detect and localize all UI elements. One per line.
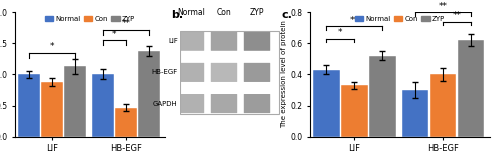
Y-axis label: The expression level of protein: The expression level of protein — [282, 21, 288, 128]
FancyBboxPatch shape — [178, 94, 204, 113]
Text: *: * — [338, 28, 342, 37]
Text: HB-EGF: HB-EGF — [152, 69, 178, 75]
Text: LIF: LIF — [168, 38, 178, 44]
Text: **: ** — [122, 19, 130, 28]
Legend: Normal, Con, ZYP: Normal, Con, ZYP — [352, 13, 448, 25]
FancyBboxPatch shape — [244, 32, 270, 51]
Bar — [458, 40, 484, 137]
Text: **: ** — [350, 16, 359, 25]
Legend: Normal, Con, ZYP: Normal, Con, ZYP — [42, 13, 138, 25]
Bar — [92, 74, 114, 137]
Text: b.: b. — [171, 10, 183, 20]
Bar — [18, 74, 40, 137]
Bar — [41, 82, 63, 137]
Text: Con: Con — [216, 8, 232, 17]
Text: c.: c. — [281, 10, 292, 20]
FancyBboxPatch shape — [244, 94, 270, 113]
Bar — [369, 56, 396, 137]
Bar — [341, 85, 367, 137]
Text: **: ** — [438, 2, 448, 11]
Bar — [64, 66, 86, 137]
FancyBboxPatch shape — [178, 32, 204, 51]
FancyBboxPatch shape — [211, 94, 237, 113]
Bar — [115, 107, 137, 137]
FancyBboxPatch shape — [211, 63, 237, 82]
FancyBboxPatch shape — [178, 63, 204, 82]
Bar — [430, 74, 456, 137]
Bar — [313, 70, 340, 137]
Text: **: ** — [452, 11, 462, 20]
FancyBboxPatch shape — [211, 32, 237, 51]
Bar — [402, 90, 428, 137]
Text: GAPDH: GAPDH — [153, 101, 178, 107]
Text: ZYP: ZYP — [250, 8, 264, 17]
Text: *: * — [112, 30, 116, 39]
FancyBboxPatch shape — [244, 63, 270, 82]
Text: Normal: Normal — [177, 8, 205, 17]
Bar — [138, 51, 160, 137]
Text: *: * — [50, 42, 54, 51]
